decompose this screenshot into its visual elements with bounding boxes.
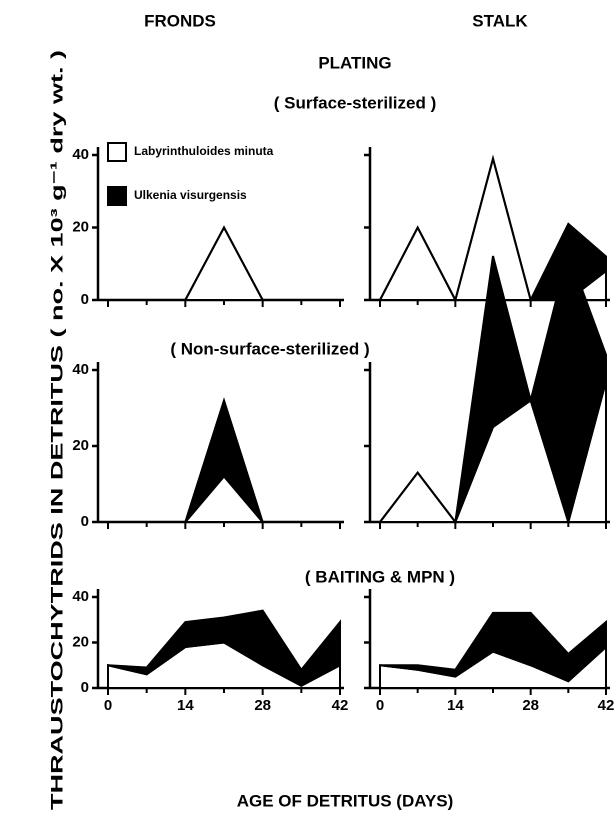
x-tick-label: 42: [332, 697, 349, 714]
area: [107, 609, 341, 687]
area: [183, 225, 265, 301]
y-tick-label: 20: [72, 218, 89, 235]
section-subtitle: ( BAITING & MPN ): [305, 567, 455, 586]
x-tick-label: 42: [598, 697, 615, 714]
y-tick-label: 20: [72, 437, 89, 454]
legend-swatch: [107, 142, 127, 162]
section-subtitle: ( Surface-sterilized ): [274, 93, 437, 112]
x-tick-label: 28: [254, 697, 271, 714]
x-tick-label: 0: [376, 697, 384, 714]
y-tick-label: 0: [81, 513, 89, 530]
area: [184, 225, 264, 301]
area: [379, 154, 607, 303]
y-tick-label: 20: [72, 633, 89, 650]
x-axis-label: AGE OF DETRITUS (DAYS): [237, 791, 454, 810]
y-tick-label: 40: [72, 588, 89, 605]
section-title: PLATING: [318, 53, 391, 72]
legend-label: Labyrinthuloides minuta: [134, 144, 274, 158]
x-tick-label: 14: [177, 697, 194, 714]
legend-label: Ulkenia visurgensis: [134, 188, 247, 202]
area: [379, 611, 607, 683]
x-tick-label: 28: [522, 697, 539, 714]
x-tick-label: 0: [104, 697, 112, 714]
y-tick-label: 0: [81, 291, 89, 308]
legend-swatch: [107, 186, 127, 206]
section-subtitle: ( Non-surface-sterilized ): [170, 339, 369, 358]
area: [184, 397, 264, 523]
y-tick-label: 40: [72, 146, 89, 163]
y-axis-label: THRAUSTOCHYTRIDS IN DETRITUS ( no. X 10³…: [47, 50, 66, 810]
x-tick-label: 14: [447, 697, 464, 714]
column-title: FRONDS: [144, 11, 216, 30]
area: [379, 248, 607, 526]
y-tick-label: 40: [72, 361, 89, 378]
column-title: STALK: [472, 11, 528, 30]
y-tick-label: 0: [81, 679, 89, 696]
